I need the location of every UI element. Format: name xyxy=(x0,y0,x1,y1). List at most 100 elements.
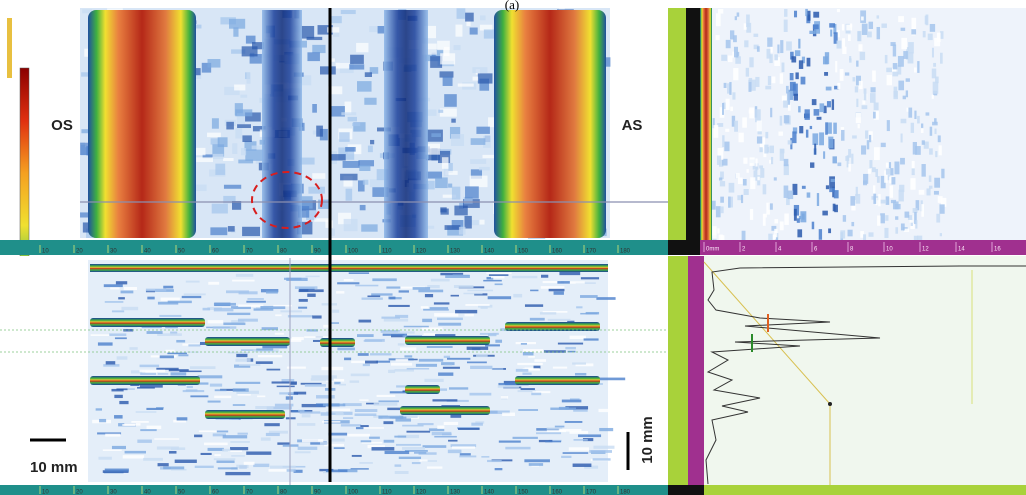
texture-cell xyxy=(350,55,364,64)
texture-cell xyxy=(378,400,398,402)
texture-cell xyxy=(445,275,470,278)
texture-cell xyxy=(355,413,377,416)
texture-cell xyxy=(412,462,421,464)
echo-band xyxy=(320,338,355,347)
texture-cell xyxy=(400,347,416,350)
texture-cell xyxy=(554,291,564,294)
cscan-stripe xyxy=(262,10,302,238)
texture-cell xyxy=(343,417,353,419)
texture-cell xyxy=(399,290,409,292)
texture-cell xyxy=(287,469,296,472)
texture-cell xyxy=(396,359,408,362)
texture-cell xyxy=(124,423,140,426)
texture-cell xyxy=(451,134,464,146)
texture-cell xyxy=(427,346,453,348)
texture-cell xyxy=(369,437,380,439)
texture-cell xyxy=(96,408,102,410)
texture-cell xyxy=(843,215,846,222)
texture-cell xyxy=(940,53,943,64)
texture-cell xyxy=(574,439,588,441)
texture-cell xyxy=(235,382,260,384)
texture-cell xyxy=(840,69,844,81)
texture-cell xyxy=(199,430,217,432)
texture-cell xyxy=(742,117,747,127)
texture-cell xyxy=(443,77,453,86)
texture-cell xyxy=(286,417,296,419)
texture-cell xyxy=(340,174,357,181)
echo-band xyxy=(90,376,200,385)
texture-cell xyxy=(770,108,772,117)
texture-cell xyxy=(834,205,838,212)
texture-cell xyxy=(895,204,901,209)
texture-cell xyxy=(323,404,345,407)
texture-cell xyxy=(872,70,876,81)
texture-cell xyxy=(814,144,816,155)
texture-cell xyxy=(559,429,581,432)
ruler-label: 40 xyxy=(144,490,151,495)
texture-cell xyxy=(914,111,916,119)
texture-cell xyxy=(290,383,297,385)
texture-cell xyxy=(182,296,202,298)
texture-cell xyxy=(146,408,163,410)
texture-cell xyxy=(241,148,246,155)
texture-cell xyxy=(826,87,832,91)
texture-cell xyxy=(810,126,812,129)
texture-cell xyxy=(432,399,457,401)
texture-cell xyxy=(774,219,778,223)
texture-cell xyxy=(921,123,923,127)
texture-cell xyxy=(483,280,502,282)
texture-cell xyxy=(912,168,915,175)
texture-cell xyxy=(889,162,891,168)
texture-cell xyxy=(913,142,917,155)
texture-cell xyxy=(932,95,934,99)
texture-cell xyxy=(305,384,326,387)
texture-cell xyxy=(396,444,421,446)
ruler-label: 100 xyxy=(348,490,359,495)
texture-cell xyxy=(521,343,527,345)
texture-cell xyxy=(517,363,542,365)
ruler-label: 20 xyxy=(76,490,83,495)
texture-cell xyxy=(799,126,803,133)
texture-cell xyxy=(233,27,238,36)
ruler-label: 14 xyxy=(958,247,965,253)
texture-cell xyxy=(570,336,586,339)
texture-cell xyxy=(473,77,479,81)
texture-cell xyxy=(445,225,461,230)
texture-cell xyxy=(743,179,747,185)
texture-cell xyxy=(377,395,396,397)
texture-cell xyxy=(454,285,474,288)
texture-cell xyxy=(777,45,779,54)
texture-cell xyxy=(257,396,265,398)
color-bar-small xyxy=(7,18,12,78)
ruler-label: 160 xyxy=(552,490,563,495)
texture-cell xyxy=(470,176,488,187)
echo-band xyxy=(90,264,608,272)
texture-cell xyxy=(936,214,940,223)
texture-cell xyxy=(460,453,471,455)
texture-cell xyxy=(339,132,349,142)
ruler-vertical xyxy=(668,256,688,485)
texture-cell xyxy=(923,31,926,37)
texture-cell xyxy=(798,39,800,49)
texture-cell xyxy=(286,396,293,399)
texture-cell xyxy=(724,142,729,152)
texture-cell xyxy=(926,15,929,26)
texture-cell xyxy=(929,148,933,154)
texture-cell xyxy=(361,427,384,429)
texture-cell xyxy=(360,425,368,427)
texture-cell xyxy=(280,310,302,312)
texture-cell xyxy=(778,132,783,136)
cscan-stripe xyxy=(384,10,428,238)
ruler-label: 120 xyxy=(416,490,427,495)
texture-cell xyxy=(359,399,368,401)
texture-cell xyxy=(741,195,743,203)
texture-cell xyxy=(744,40,748,47)
texture-cell xyxy=(861,17,864,21)
ruler-label: 110 xyxy=(382,249,392,255)
texture-cell xyxy=(238,304,263,306)
texture-cell xyxy=(908,42,914,53)
texture-cell xyxy=(455,25,462,37)
texture-cell xyxy=(576,306,582,308)
texture-cell xyxy=(807,192,811,197)
texture-cell xyxy=(302,439,323,442)
